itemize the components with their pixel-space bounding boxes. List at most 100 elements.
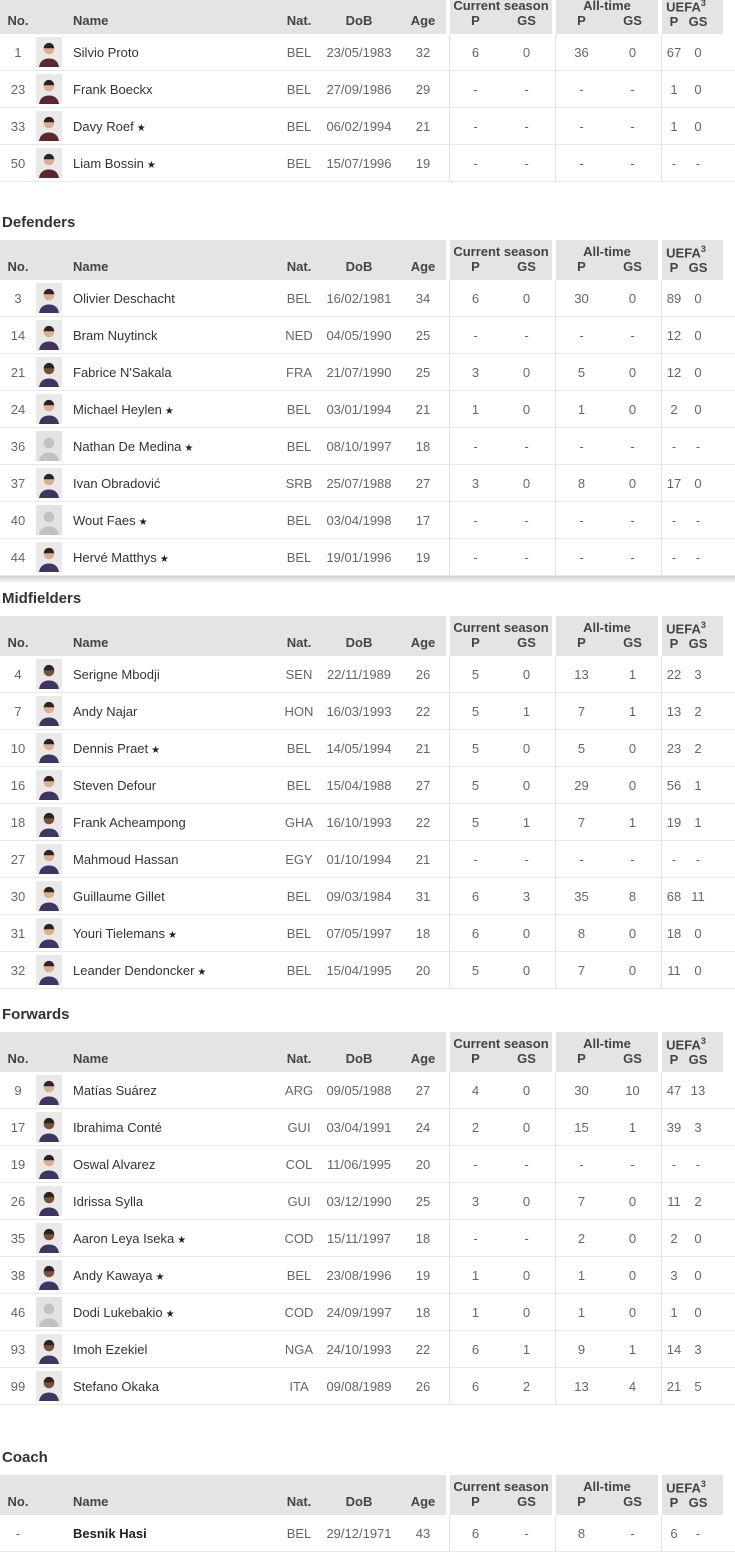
player-headshot-icon [36, 955, 62, 985]
player-dob: 09/03/1984 [326, 888, 392, 904]
player-name[interactable]: Michael Heylen [73, 401, 162, 417]
uefa-played: 2 [670, 401, 678, 417]
player-row: 46 Dodi Lukebakio ★ COD 24/09/1997 18 1 0… [0, 1294, 735, 1331]
player-row: 9 Matías Suárez ARG 09/05/1988 27 4 0 30… [0, 1072, 735, 1109]
current-season-goals: 0 [522, 401, 531, 417]
player-photo [36, 74, 66, 104]
uefa-played: 11 [667, 962, 681, 978]
uefa-stats: 2 0 [661, 1220, 723, 1256]
player-row: 21 Fabrice N'Sakala FRA 21/07/1990 25 3 … [0, 354, 735, 391]
current-season-goals: - [524, 1525, 529, 1541]
player-name[interactable]: Ivan Obradović [73, 475, 161, 491]
player-age: 21 [415, 401, 431, 417]
player-name[interactable]: Frank Acheampong [73, 814, 186, 830]
player-name[interactable]: Youri Tielemans [73, 925, 166, 941]
squad-section: Defenders No. Name Nat. DoB Age Current … [0, 214, 735, 576]
player-name[interactable]: Guillaume Gillet [73, 888, 165, 904]
player-name[interactable]: Serigne Mbodji [73, 666, 160, 682]
table-header-left: No. Name Nat. DoB Age [0, 1032, 446, 1072]
player-name[interactable]: Andy Najar [73, 703, 138, 719]
current-season-goals: - [524, 549, 529, 565]
uefa-stats: 23 2 [661, 730, 723, 766]
col-header-uefa-gs: GS [688, 1052, 708, 1068]
player-name[interactable]: Steven Defour [73, 777, 157, 793]
uefa-stats: 22 3 [661, 656, 723, 692]
player-name[interactable]: Oswal Alvarez [73, 1156, 156, 1172]
player-name[interactable]: Frank Boeckx [73, 81, 153, 97]
player-name[interactable]: Stefano Okaka [73, 1378, 159, 1394]
current-season-played: 5 [471, 777, 480, 793]
current-season-stats: 1 0 [449, 391, 552, 427]
all-time-stats: 7 0 [555, 952, 658, 988]
uefa-stats: 17 0 [661, 465, 723, 501]
player-name[interactable]: Davy Roef [73, 118, 134, 134]
player-age: 22 [415, 703, 431, 719]
uefa-played: 12 [666, 327, 682, 343]
header-group-uefa: UEFA3 P GS [662, 616, 723, 656]
table-header: No. Name Nat. DoB Age Current season P G… [0, 1475, 735, 1515]
player-name[interactable]: Hervé Matthys [73, 549, 157, 565]
player-photo [36, 111, 66, 141]
player-age: 24 [415, 1119, 431, 1135]
player-name[interactable]: Mahmoud Hassan [73, 851, 179, 867]
player-name[interactable]: Leander Dendoncker [73, 962, 195, 978]
player-row: 4 Serigne Mbodji SEN 22/11/1989 26 5 0 1… [0, 656, 735, 693]
player-headshot-icon [36, 881, 62, 911]
all-time-stats: - - [555, 1146, 658, 1182]
col-header-at-p: P [577, 13, 586, 28]
player-nationality: GUI [287, 1193, 311, 1209]
player-row: 3 Olivier Deschacht BEL 16/02/1981 34 6 … [0, 280, 735, 317]
uefa-stats: 18 0 [661, 915, 723, 951]
player-photo [36, 881, 66, 911]
player-name[interactable]: Idrissa Sylla [73, 1193, 144, 1209]
player-number: 21 [10, 364, 26, 380]
player-name[interactable]: Imoh Ezekiel [73, 1341, 148, 1357]
uefa-goals: 5 [694, 1378, 702, 1394]
player-name[interactable]: Besnik Hasi [73, 1525, 147, 1541]
player-name[interactable]: Bram Nuytinck [73, 327, 158, 343]
player-name[interactable]: Olivier Deschacht [73, 290, 175, 306]
player-name[interactable]: Nathan De Medina [73, 438, 182, 454]
all-time-stats: 30 0 [555, 280, 658, 316]
all-time-played: 5 [577, 740, 586, 756]
player-photo [36, 1075, 66, 1105]
uefa-played: 89 [666, 290, 682, 306]
current-season-stats: 6 3 [449, 878, 552, 914]
all-time-goals: 4 [628, 1378, 637, 1394]
all-time-stats: 13 1 [555, 656, 658, 692]
all-time-stats: - - [555, 317, 658, 353]
current-season-goals: 1 [522, 1341, 531, 1357]
player-row: 40 Wout Faes ★ BEL 03/04/1998 17 - - - - … [0, 502, 735, 539]
player-name[interactable]: Fabrice N'Sakala [73, 364, 172, 380]
uefa-stats: 56 1 [661, 767, 723, 803]
col-header-at-gs: GS [623, 13, 642, 28]
all-time-played: 1 [577, 401, 586, 417]
all-time-goals: - [630, 327, 635, 343]
squad-table: No. Name Nat. DoB Age Current season P G… [0, 616, 735, 989]
current-season-goals: - [524, 1230, 529, 1246]
uefa-goals: 3 [694, 1341, 702, 1357]
player-name[interactable]: Silvio Proto [73, 44, 139, 60]
uefa-stats: 13 2 [661, 693, 723, 729]
uefa-goals: 0 [694, 81, 702, 97]
player-name[interactable]: Ibrahima Conté [73, 1119, 162, 1135]
player-nationality: BEL [286, 740, 312, 756]
col-header-nat: Nat. [286, 1051, 312, 1066]
player-name[interactable]: Dennis Praet [73, 740, 149, 756]
player-name[interactable]: Aaron Leya Iseka [73, 1230, 175, 1246]
current-season-goals: 0 [522, 44, 531, 60]
player-name[interactable]: Liam Bossin [73, 155, 144, 171]
current-season-played: 5 [471, 962, 480, 978]
player-dob: 06/02/1994 [326, 118, 392, 134]
player-name[interactable]: Andy Kawaya [73, 1267, 153, 1283]
player-name[interactable]: Matías Suárez [73, 1082, 157, 1098]
player-headshot-icon [36, 1075, 62, 1105]
current-season-stats: - - [449, 502, 552, 538]
player-name[interactable]: Wout Faes [73, 512, 136, 528]
player-nationality: NED [285, 327, 313, 343]
player-name[interactable]: Dodi Lukebakio [73, 1304, 163, 1320]
all-time-stats: 35 8 [555, 878, 658, 914]
uefa-stats: - - [661, 428, 723, 464]
player-photo [36, 37, 66, 67]
current-season-played: 5 [471, 666, 480, 682]
